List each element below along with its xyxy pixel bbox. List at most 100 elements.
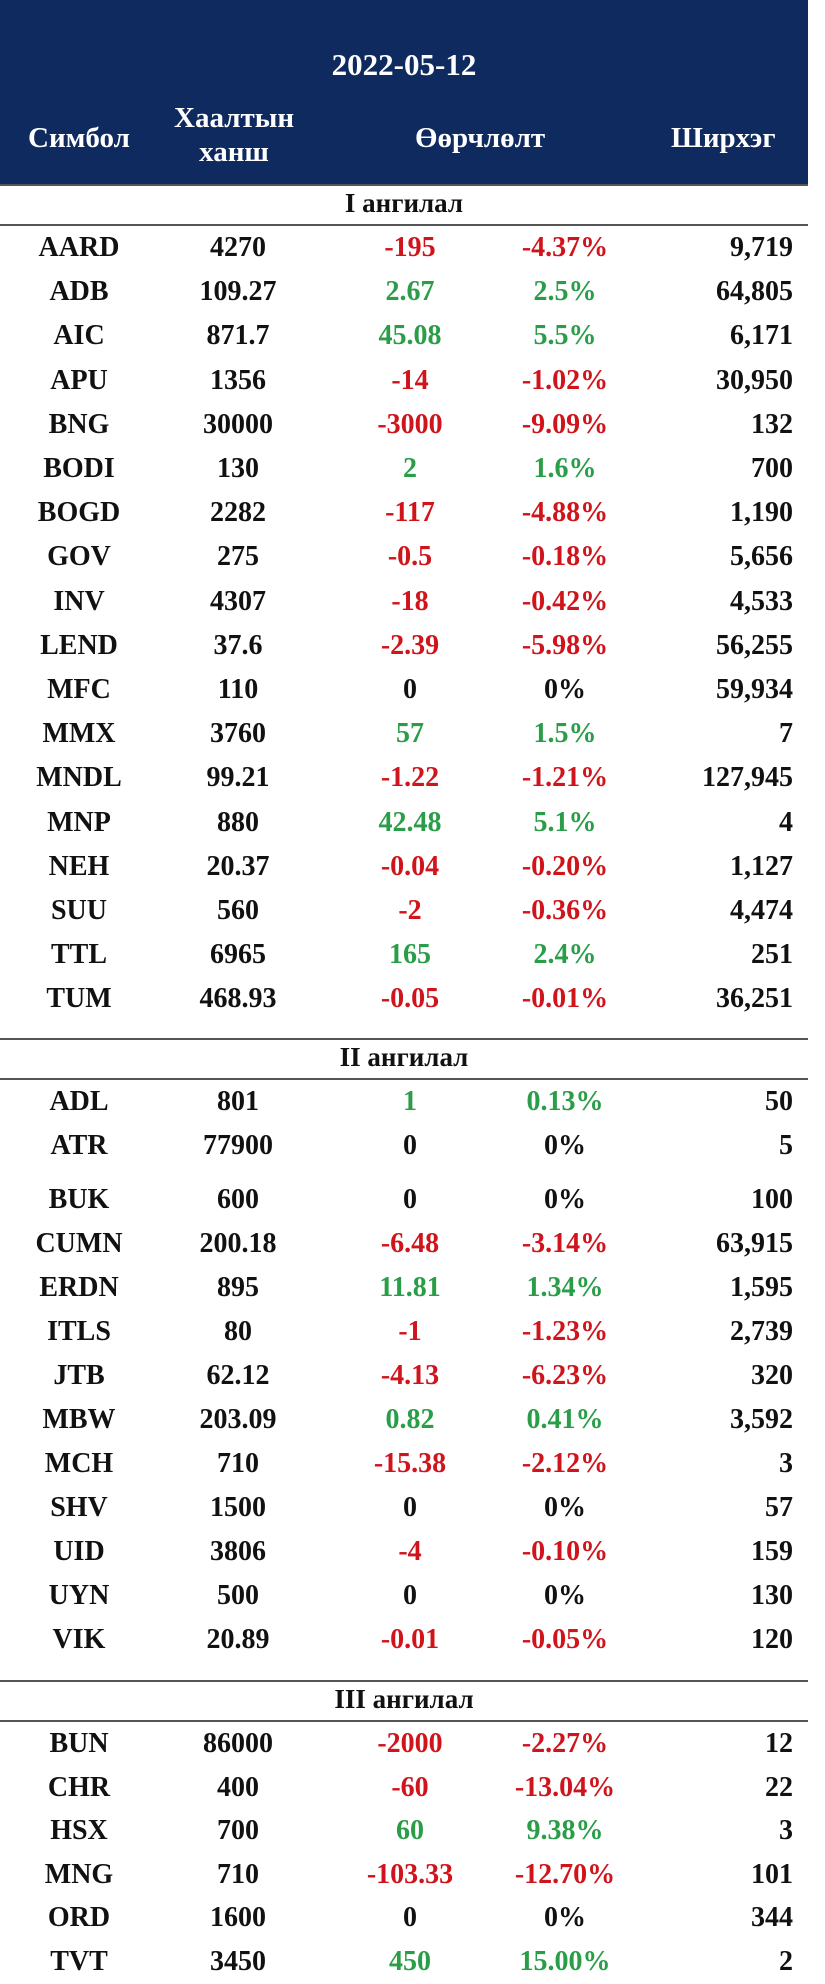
column-header-close-price: Хаалтын ханш [174,102,295,168]
close-price: 880 [217,807,259,838]
change-percent: 0% [544,674,586,705]
symbol: TTL [50,939,108,970]
change-value: 165 [389,939,431,970]
table-row: UID 3806 -4 -0.10% 159 [0,1530,808,1574]
table-row: BODI 130 2 1.6% 700 [0,447,808,491]
volume: 30,950 [716,365,793,396]
close-price: 2282 [210,497,266,528]
change-value: -18 [391,586,429,617]
close-price: 200.18 [199,1228,277,1259]
close-price: 871.7 [206,320,270,351]
change-percent: -4.88% [521,497,609,528]
volume: 344 [751,1902,793,1933]
change-percent: -4.37% [521,232,609,263]
close-price: 3760 [210,718,266,749]
change-value: -2 [398,895,422,926]
volume: 7 [779,718,793,749]
table-row: ADL 801 1 0.13% 50 [0,1080,808,1124]
volume: 56,255 [716,630,793,661]
symbol: VIK [52,1624,106,1655]
change-value: 0.82 [385,1404,435,1435]
close-price: 275 [217,541,259,572]
divider [0,1720,808,1722]
change-percent: 1.5% [533,718,597,749]
table-row: ITLS 80 -1 -1.23% 2,739 [0,1310,808,1354]
table-row: INV 4307 -18 -0.42% 4,533 [0,580,808,624]
close-price: 710 [217,1859,259,1890]
volume: 3 [779,1448,793,1479]
close-price: 80 [224,1316,252,1347]
table-row: CHR 400 -60 -13.04% 22 [0,1766,808,1810]
table-row: ATR 77900 0 0% 5 [0,1124,808,1168]
close-price: 3450 [210,1946,266,1977]
change-value: 2.67 [385,276,435,307]
table-row: MMX 3760 57 1.5% 7 [0,712,808,756]
close-price: 560 [217,895,259,926]
symbol: AIC [53,320,105,351]
table-row: ADB 109.27 2.67 2.5% 64,805 [0,270,808,314]
table-row: APU 1356 -14 -1.02% 30,950 [0,359,808,403]
symbol: UID [53,1536,105,1567]
divider [0,224,808,226]
volume: 22 [765,1772,793,1803]
change-value: 57 [396,718,424,749]
section-header: III ангилал [0,1680,808,1722]
symbol: AARD [38,232,120,263]
column-header-symbol: Симбол [28,122,130,154]
close-price: 710 [217,1448,259,1479]
table-row: AARD 4270 -195 -4.37% 9,719 [0,226,808,270]
symbol: MBW [42,1404,116,1435]
table-header: 2022-05-12 Симбол Хаалтын ханш Өөрчлөлт … [0,0,808,184]
table-row: NEH 20.37 -0.04 -0.20% 1,127 [0,845,808,889]
symbol: MNDL [36,762,122,793]
section-header: II ангилал [0,1038,808,1080]
report-date: 2022-05-12 [331,47,477,82]
close-price: 20.37 [206,851,270,882]
volume: 120 [751,1624,793,1655]
symbol: ITLS [47,1316,111,1347]
volume: 5 [779,1130,793,1161]
volume: 1,595 [730,1272,793,1303]
table-row: SUU 560 -2 -0.36% 4,474 [0,889,808,933]
table-row: MNG 710 -103.33 -12.70% 101 [0,1853,808,1897]
close-price: 6965 [210,939,266,970]
change-percent: 5.5% [533,320,597,351]
table-row: SHV 1500 0 0% 57 [0,1486,808,1530]
change-percent: 0.41% [526,1404,604,1435]
section-title: III ангилал [334,1684,474,1714]
close-price: 20.89 [206,1624,270,1655]
divider [0,184,808,186]
change-percent: 2.5% [533,276,597,307]
change-percent: -5.98% [521,630,609,661]
close-price: 3806 [210,1536,266,1567]
change-value: 60 [396,1815,424,1846]
symbol: JTB [53,1360,105,1391]
volume: 159 [751,1536,793,1567]
table-row: UYN 500 0 0% 130 [0,1574,808,1618]
table-row: BUN 86000 -2000 -2.27% 12 [0,1722,808,1766]
change-value: -0.05 [380,983,440,1014]
change-percent: -12.70% [514,1859,616,1890]
symbol: GOV [47,541,111,572]
column-header-change: Өөрчлөлт [415,122,546,154]
volume: 130 [751,1580,793,1611]
close-price: 468.93 [199,983,277,1014]
symbol: HSX [50,1815,108,1846]
volume: 57 [765,1492,793,1523]
volume: 9,719 [730,232,793,263]
symbol: ERDN [39,1272,119,1303]
table-row: MCH 710 -15.38 -2.12% 3 [0,1442,808,1486]
symbol: MNP [47,807,111,838]
change-value: -0.5 [387,541,433,572]
change-percent: -2.27% [521,1728,609,1759]
close-price: 400 [217,1772,259,1803]
close-price: 600 [217,1184,259,1215]
change-percent: 1.6% [533,453,597,484]
change-value: -1.22 [380,762,440,793]
change-value: 0 [403,1580,417,1611]
change-value: 1 [403,1086,417,1117]
table-row: VIK 20.89 -0.01 -0.05% 120 [0,1618,808,1662]
change-value: 0 [403,1492,417,1523]
volume: 4 [779,807,793,838]
change-value: -195 [384,232,436,263]
